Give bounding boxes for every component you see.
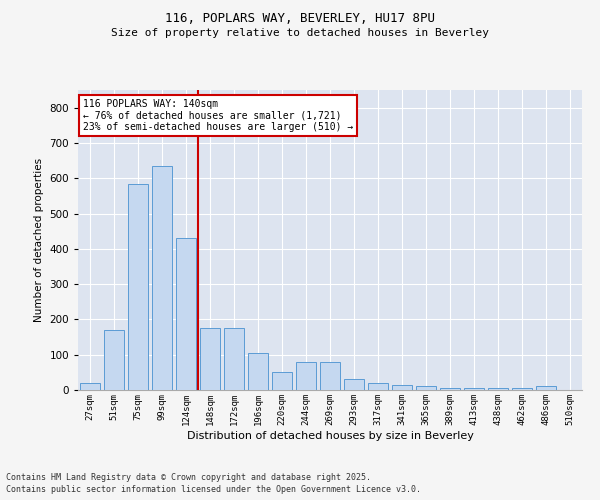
X-axis label: Distribution of detached houses by size in Beverley: Distribution of detached houses by size … [187,430,473,440]
Bar [368,383,388,390]
Bar [344,380,364,390]
Bar [128,184,148,390]
Y-axis label: Number of detached properties: Number of detached properties [34,158,44,322]
Bar [488,388,508,390]
Bar [536,386,556,390]
Bar [152,166,172,390]
Text: Contains public sector information licensed under the Open Government Licence v3: Contains public sector information licen… [6,485,421,494]
Text: Contains HM Land Registry data © Crown copyright and database right 2025.: Contains HM Land Registry data © Crown c… [6,474,371,482]
Bar [104,330,124,390]
Bar [512,388,532,390]
Bar [320,362,340,390]
Bar [392,384,412,390]
Bar [416,386,436,390]
Text: 116, POPLARS WAY, BEVERLEY, HU17 8PU: 116, POPLARS WAY, BEVERLEY, HU17 8PU [165,12,435,26]
Bar [272,372,292,390]
Text: 116 POPLARS WAY: 140sqm
← 76% of detached houses are smaller (1,721)
23% of semi: 116 POPLARS WAY: 140sqm ← 76% of detache… [83,99,353,132]
Bar [176,238,196,390]
Bar [200,328,220,390]
Bar [224,328,244,390]
Bar [464,388,484,390]
Bar [440,388,460,390]
Bar [296,362,316,390]
Bar [248,353,268,390]
Text: Size of property relative to detached houses in Beverley: Size of property relative to detached ho… [111,28,489,38]
Bar [80,383,100,390]
